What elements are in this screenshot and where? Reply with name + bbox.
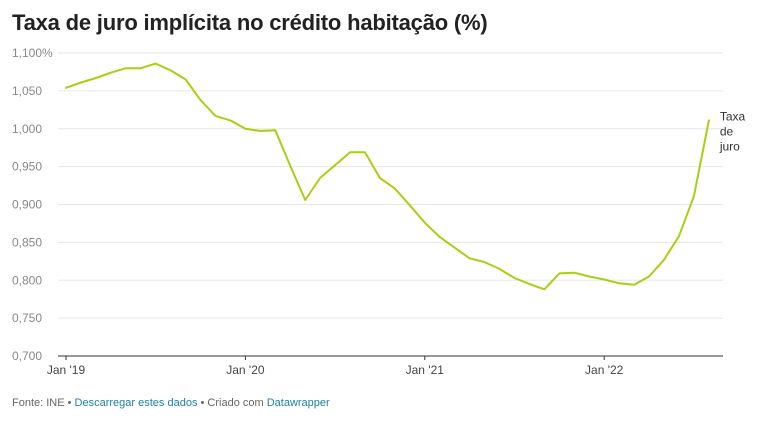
source-text: Fonte: INE	[12, 397, 65, 409]
y-tick-label: 1,050	[12, 84, 42, 98]
x-tick-label: Jan '22	[585, 363, 624, 377]
y-tick-label: 0,750	[12, 311, 42, 325]
separator: •	[197, 397, 208, 409]
y-tick-label: 1,100%	[12, 46, 53, 60]
x-tick-label: Jan '21	[406, 363, 445, 377]
y-tick-label: 0,950	[12, 160, 42, 174]
series-end-label: Taxa de juro	[719, 109, 746, 153]
series-line	[65, 62, 710, 291]
y-tick-label: 1,000	[12, 122, 42, 136]
separator: •	[64, 397, 75, 409]
created-with-text: Criado com	[207, 397, 267, 409]
datawrapper-link[interactable]: Datawrapper	[266, 397, 330, 409]
series-end-label-line: de	[720, 124, 734, 138]
chart-footer: Fonte: INE • Descarregar estes dados • C…	[12, 397, 330, 409]
chart-title: Taxa de juro implícita no crédito habita…	[12, 10, 488, 35]
download-data-link[interactable]: Descarregar estes dados	[74, 397, 198, 409]
series-end-label-line: Taxa	[720, 109, 746, 123]
y-tick-label: 0,900	[12, 198, 42, 212]
y-tick-label: 0,700	[12, 349, 42, 363]
series-end-label-line: juro	[719, 139, 740, 153]
x-tick-label: Jan '20	[226, 363, 265, 377]
y-tick-label: 0,850	[12, 235, 42, 249]
x-tick-label: Jan '19	[47, 363, 86, 377]
y-tick-label: 0,800	[12, 273, 42, 287]
